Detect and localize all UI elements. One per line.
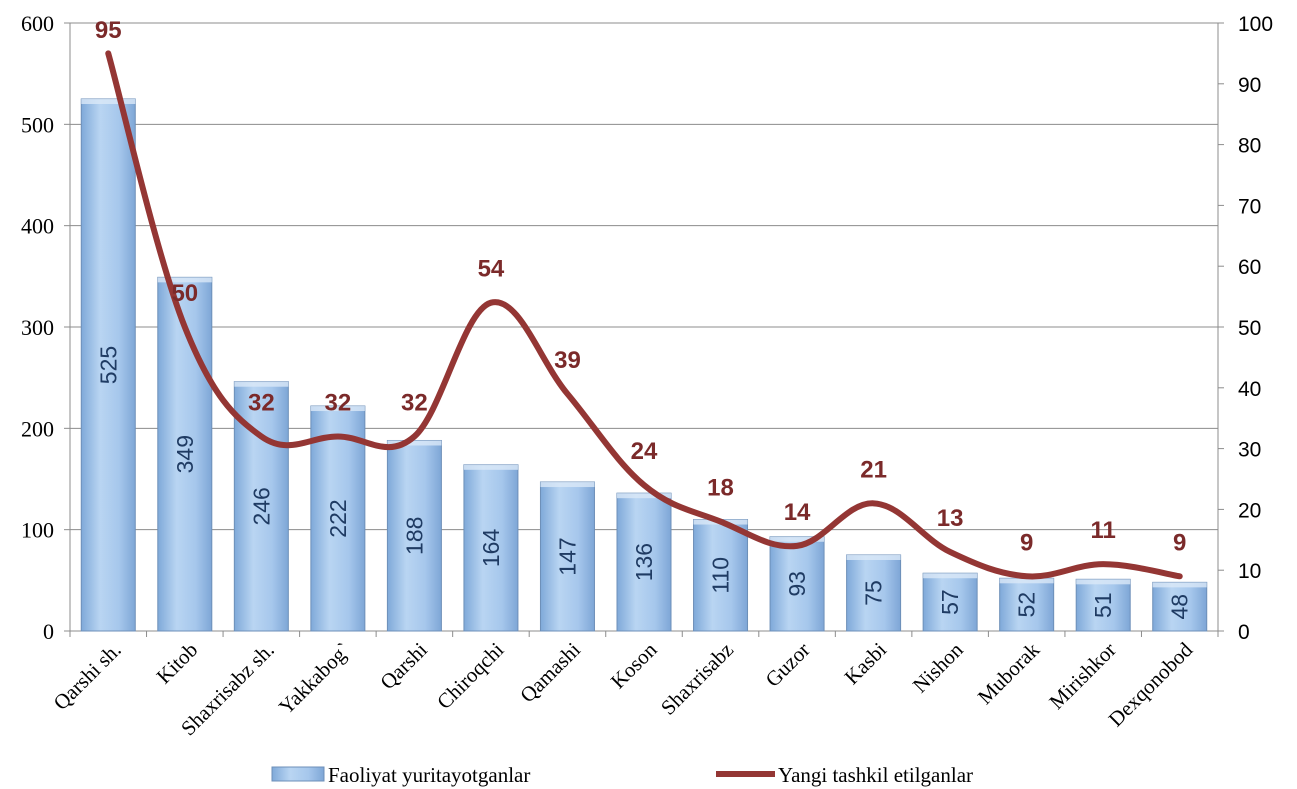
bar [386,439,442,632]
line-value-label: 54 [478,256,505,283]
category-label: Qarshi [375,637,432,694]
category-label: Yakkabog` [274,638,355,719]
bar-top-bevel [1076,579,1131,585]
bar [999,577,1055,632]
line-value-label: 32 [248,389,275,416]
left-tick-label: 0 [43,619,54,644]
category-label: Koson [606,637,662,693]
bar-top-bevel [234,381,289,387]
left-tick-label: 500 [21,112,54,137]
bar-value-label: 57 [937,589,963,615]
bar-value-label: 93 [784,571,810,597]
bar [616,492,672,632]
left-tick-label: 400 [21,214,54,239]
category-label: Guzor [761,638,815,692]
right-tick-label: 90 [1238,74,1261,97]
bar-value-label: 525 [95,346,121,384]
bar-value-label: 147 [554,537,580,575]
bar-top-bevel [999,578,1054,584]
legend-line-label: Yangi tashkil etilganlar [778,763,973,787]
bar-value-label: 164 [478,529,504,568]
line-value-label: 32 [401,389,428,416]
bar-top-bevel [310,406,365,412]
bar-top-bevel [157,277,212,283]
bar [1152,581,1208,632]
right-tick-label: 70 [1238,195,1261,218]
bar [1075,578,1131,632]
bar-top-bevel [81,99,136,104]
bar-top-bevel [1152,582,1207,588]
category-label: Dexqonobod [1104,637,1198,731]
category-label: Kasbi [840,637,892,689]
bar-value-label: 110 [708,557,734,594]
category-label: Mirishkor [1044,638,1120,714]
category-label: Qarshi sh. [49,638,126,715]
bar-value-label: 75 [861,580,887,606]
bar-value-label: 349 [172,435,198,473]
right-tick-label: 30 [1238,439,1261,462]
category-label: Nishon [908,637,968,697]
line-value-label: 9 [1020,529,1033,556]
bar [310,405,366,632]
left-tick-label: 600 [21,11,54,36]
line-value-label: 14 [784,499,811,526]
bar-value-label: 246 [248,487,274,525]
right-tick-label: 100 [1238,13,1273,36]
category-label: Chiroqchi [432,637,508,713]
line-value-label: 39 [554,347,581,374]
category-label: Shaxrisabz [656,638,738,720]
bar-series [80,98,1208,632]
bar [846,554,902,632]
category-label: Kitob [152,638,203,689]
bar-top-bevel [846,555,901,560]
bar [157,276,213,632]
line-value-label: 9 [1173,529,1186,556]
bar-value-label: 136 [631,543,657,581]
right-tick-label: 10 [1238,560,1261,583]
right-tick-label: 0 [1238,621,1250,644]
bar-value-label: 48 [1167,594,1193,620]
legend-bar-swatch [271,766,325,782]
line-value-label: 11 [1091,517,1116,544]
bar-top-bevel [463,464,518,470]
bar [80,98,136,632]
line-value-label: 13 [937,505,964,532]
line-value-label: 24 [631,438,658,465]
left-tick-label: 200 [21,416,54,441]
bar-top-bevel [540,482,595,488]
bar [922,572,978,632]
category-label: Muborak [973,637,1045,709]
legend: Faoliyat yuritayotganlar Yangi tashkil e… [271,763,973,787]
left-tick-label: 100 [21,518,54,543]
line-value-label: 32 [325,389,352,416]
line-series-path [105,50,1183,580]
bar-value-label: 52 [1014,592,1040,618]
bar-top-bevel [770,536,825,542]
line-value-label: 50 [171,280,198,307]
category-label: Qamashi [515,637,585,707]
bar-value-label: 222 [325,499,351,537]
line-value-label: 21 [860,456,887,483]
legend-bar-label: Faoliyat yuritayotganlar [328,763,530,787]
data-labels: 525 349 246 222 188 164 147 136 110 93 75 57 52 51 48 9… [95,17,1193,619]
bar-top-bevel [387,440,442,446]
bar-value-label: 188 [401,517,427,555]
right-tick-label: 20 [1238,499,1261,522]
bar [463,464,519,632]
line-value-label: 95 [95,17,122,44]
line-series [105,50,1183,580]
left-tick-label: 300 [21,315,54,340]
right-tick-label: 60 [1238,256,1261,279]
bar-top-bevel [617,493,671,499]
bar-value-label: 51 [1090,592,1116,618]
right-tick-label: 80 [1238,135,1261,158]
bar [539,481,595,632]
line-value-label: 18 [707,475,734,502]
right-tick-label: 50 [1238,317,1261,340]
bar-top-bevel [923,573,978,579]
right-tick-label: 40 [1238,378,1261,401]
